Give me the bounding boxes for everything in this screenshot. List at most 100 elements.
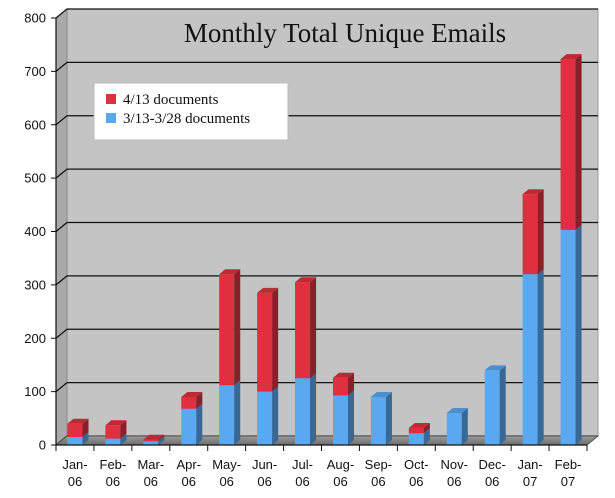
bar-side-blue-2	[158, 436, 165, 445]
x-tick-label-line1: Sep-	[365, 457, 392, 472]
bar-red-4	[219, 274, 235, 386]
y-tick-label: 0	[39, 438, 46, 453]
y-tick-label: 300	[24, 277, 46, 292]
bar-side-blue-4	[234, 380, 241, 445]
y-tick-label: 800	[24, 11, 46, 26]
x-tick-label-line1: Aug-	[327, 457, 354, 472]
x-tick-label-line2: 06	[485, 474, 499, 489]
bar-side-red-4	[234, 269, 241, 386]
bar-blue-4	[219, 385, 235, 445]
bar-red-7	[332, 377, 348, 396]
bar-red-13	[560, 59, 576, 230]
bar-side-blue-6	[310, 373, 317, 445]
x-tick-label-line2: 06	[447, 474, 461, 489]
x-tick-label-line2: 06	[182, 474, 196, 489]
gridline	[55, 328, 598, 339]
bar-blue-9	[408, 433, 424, 445]
x-tick-label-7: Aug- 06	[327, 457, 354, 489]
x-tick-label-line1: May-	[212, 457, 241, 472]
gridline	[55, 275, 598, 286]
bar-top-red-3	[181, 392, 203, 397]
x-tick-label-line2: 06	[409, 474, 423, 489]
bar-side-red-0	[82, 418, 89, 437]
x-tick-label-line2: 06	[333, 474, 347, 489]
bar-red-9	[408, 427, 424, 434]
bar-blue-2	[143, 441, 159, 445]
x-tick-label-line1: Jun-	[252, 457, 277, 472]
bar-side-blue-9	[423, 428, 430, 445]
gridline	[55, 221, 598, 232]
bar-blue-13	[560, 229, 576, 445]
bar-side-red-13	[575, 54, 582, 230]
bar-red-12	[522, 194, 538, 275]
y-tick-label: 700	[24, 64, 46, 79]
bar-red-0	[67, 423, 83, 437]
bar-top-blue-11	[484, 365, 506, 371]
bar-blue-7	[332, 395, 348, 445]
bar-red-6	[295, 282, 311, 379]
x-tick-label-5: Jun- 06	[252, 457, 277, 489]
y-tick-label: 400	[24, 224, 46, 239]
bar-blue-8	[370, 396, 386, 445]
bar-side-red-12	[537, 189, 544, 275]
bar-side-red-7	[347, 372, 355, 396]
chart-title: Monthly Total Unique Emails	[184, 18, 506, 48]
x-tick-label-line2: 06	[219, 474, 233, 489]
bar-top-red-9	[408, 422, 430, 428]
x-tick-label-4: May- 06	[212, 457, 241, 489]
bar-side-blue-3	[196, 403, 203, 445]
bar-side-blue-0	[82, 432, 89, 445]
bar-blue-11	[484, 370, 500, 445]
legend-swatch-1	[106, 113, 116, 123]
bar-red-3	[181, 396, 197, 409]
x-tick-label-6: Jul- 06	[292, 457, 313, 489]
bar-blue-1	[105, 438, 121, 445]
x-tick-label-line1: Oct-	[404, 457, 429, 472]
bar-blue-6	[295, 378, 311, 445]
bar-side-blue-1	[120, 433, 127, 445]
bar-blue-12	[522, 274, 538, 445]
bar-top-red-0	[67, 418, 89, 424]
x-tick-label-line2: 06	[295, 474, 309, 489]
x-tick-label-12: Jan- 07	[517, 457, 542, 489]
x-tick-label-13: Feb- 07	[555, 457, 582, 489]
bar-top-red-1	[105, 420, 127, 426]
x-tick-label-line2: 07	[523, 474, 537, 489]
y-tick-label: 200	[24, 331, 46, 346]
bar-top-red-4	[219, 269, 241, 275]
x-tick-label-line1: Dec-	[478, 457, 505, 472]
x-tick-label-line2: 06	[68, 474, 82, 489]
x-tick-label-line2: 06	[371, 474, 385, 489]
x-tick-label-line2: 06	[106, 474, 120, 489]
x-tick-label-line2: 06	[144, 474, 158, 489]
bar-side-blue-7	[347, 390, 355, 445]
bar-side-red-6	[310, 277, 317, 379]
bar-side-red-9	[423, 422, 430, 434]
x-tick-label-10: Nov- 06	[441, 457, 468, 489]
x-tick-label-3: Apr- 06	[176, 457, 201, 489]
bar-blue-10	[446, 412, 462, 445]
x-tick-label-2: Mar- 06	[137, 457, 164, 489]
bar-side-red-3	[196, 392, 203, 409]
bar-side-blue-13	[575, 224, 582, 445]
x-tick-label-line1: Nov-	[441, 457, 468, 472]
x-tick-label-line2: 06	[257, 474, 271, 489]
bar-blue-5	[257, 391, 273, 445]
bar-side-blue-5	[272, 386, 279, 445]
bar-side-blue-10	[461, 408, 468, 445]
x-tick-label-0: Jan- 06	[62, 457, 87, 489]
bar-blue-0	[67, 436, 83, 445]
x-tick-label-9: Oct- 06	[404, 457, 429, 489]
bar-red-2	[143, 439, 159, 442]
bar-top-red-7	[332, 372, 355, 378]
x-tick-label-line1: Mar-	[137, 457, 164, 472]
bar-side-red-5	[272, 287, 279, 392]
x-tick-label-line2: 07	[561, 474, 575, 489]
x-tick-label-line1: Jul-	[292, 457, 313, 472]
bar-side-blue-8	[385, 392, 392, 445]
bar-top-blue-8	[370, 392, 392, 397]
y-tick-label: 500	[24, 171, 46, 186]
gridline	[55, 61, 598, 72]
x-tick-label-11: Dec- 06	[478, 457, 505, 489]
x-tick-label-line1: Apr-	[176, 457, 201, 472]
